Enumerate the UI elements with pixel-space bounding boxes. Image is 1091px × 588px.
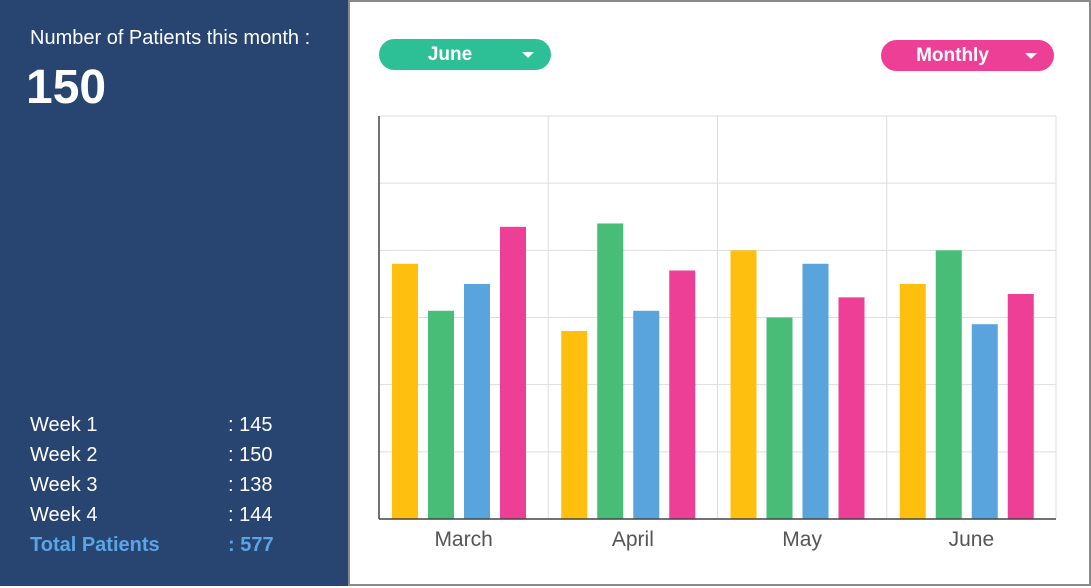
week-value: : 144 <box>228 504 273 526</box>
week-label: Week 4 <box>30 504 98 526</box>
week-value: : 138 <box>228 474 273 496</box>
bar <box>971 324 998 519</box>
week-row: Week 4 : 144 <box>30 500 330 530</box>
total-row: Total Patients : 577 <box>30 530 330 560</box>
bar-chart: March April May June <box>378 115 1057 551</box>
week-row: Week 2 : 150 <box>30 440 330 470</box>
week-label: Week 1 <box>30 414 98 436</box>
bar <box>1007 293 1034 519</box>
summary-title: Number of Patients this month : <box>30 27 311 49</box>
bar <box>464 283 490 519</box>
bar <box>766 317 793 519</box>
bar <box>838 297 865 519</box>
bar <box>899 283 926 519</box>
bar <box>428 310 454 519</box>
week-row: Week 3 : 138 <box>30 470 330 500</box>
week-label: Week 2 <box>30 444 98 466</box>
x-tick-label: April <box>612 528 654 551</box>
bar <box>935 250 962 520</box>
chevron-down-icon <box>522 52 534 58</box>
x-tick-label: May <box>782 528 822 551</box>
week-row: Week 1 : 145 <box>30 410 330 440</box>
bar <box>669 270 696 519</box>
bar <box>500 226 526 519</box>
period-dropdown-label: Monthly <box>916 45 989 66</box>
bar <box>730 250 757 520</box>
bar <box>561 330 588 519</box>
chart-panel: June Monthly March April May June <box>350 0 1091 586</box>
total-value: : 577 <box>228 534 274 556</box>
bar <box>597 223 624 519</box>
bar <box>633 310 660 519</box>
month-dropdown[interactable]: June <box>379 39 551 70</box>
summary-panel: Number of Patients this month : 150 Week… <box>0 0 350 586</box>
week-value: : 145 <box>228 414 273 436</box>
week-label: Week 3 <box>30 474 98 496</box>
monthly-patient-count: 150 <box>26 61 107 114</box>
x-tick-label: June <box>949 528 995 551</box>
period-dropdown[interactable]: Monthly <box>881 40 1054 71</box>
bar <box>392 263 418 519</box>
chevron-down-icon <box>1025 53 1037 59</box>
week-value: : 150 <box>228 444 273 466</box>
total-label: Total Patients <box>30 534 160 556</box>
x-tick-label: March <box>434 528 492 551</box>
weekly-breakdown: Week 1 : 145 Week 2 : 150 Week 3 : 138 W… <box>30 410 330 560</box>
bar <box>802 263 829 519</box>
month-dropdown-label: June <box>427 44 473 65</box>
